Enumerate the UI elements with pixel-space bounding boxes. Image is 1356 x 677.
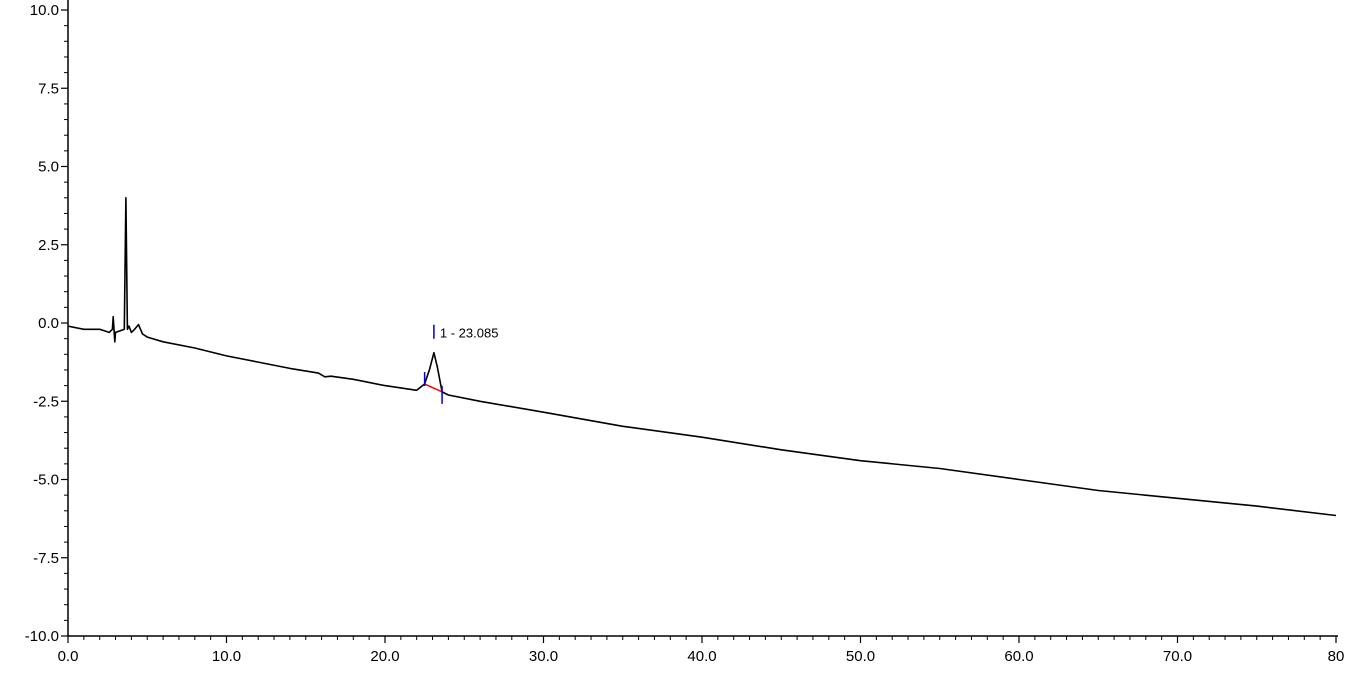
peak-baseline: [424, 383, 443, 393]
peak-annotations: 1 - 23.085: [423, 324, 499, 404]
chromatogram-trace: [67, 197, 1337, 517]
y-tick-label: 2.5: [38, 237, 59, 254]
x-tick-label: 70.0: [1163, 648, 1192, 665]
plot-area: [67, 197, 1337, 517]
y-tick-label: 5.0: [38, 159, 59, 176]
y-tick-label: 0.0: [38, 315, 59, 332]
y-tick-label: -2.5: [33, 393, 59, 410]
y-tick-label: 10.0: [30, 2, 59, 19]
axis-ticks: [61, 9, 1337, 643]
x-tick-label: 20.0: [370, 648, 399, 665]
peak-label: 1 - 23.085: [440, 326, 499, 341]
x-tick-label: 50.0: [846, 648, 875, 665]
x-tick-label: 40.0: [687, 648, 716, 665]
x-tick-label: 0.0: [58, 648, 79, 665]
y-tick-label: -7.5: [33, 550, 59, 567]
x-tick-label: 80: [1328, 648, 1345, 665]
x-tick-label: 60.0: [1004, 648, 1033, 665]
tick-labels: 10.0 7.5 5.0 2.5 0.0 -2.5 -5.0 -7.5 -10.0 0.0 10.0…: [25, 2, 1345, 665]
y-tick-label: -10.0: [25, 628, 59, 645]
y-tick-label: -5.0: [33, 472, 59, 489]
x-tick-label: 30.0: [529, 648, 558, 665]
y-tick-label: 7.5: [38, 80, 59, 97]
x-tick-label: 10.0: [212, 648, 241, 665]
